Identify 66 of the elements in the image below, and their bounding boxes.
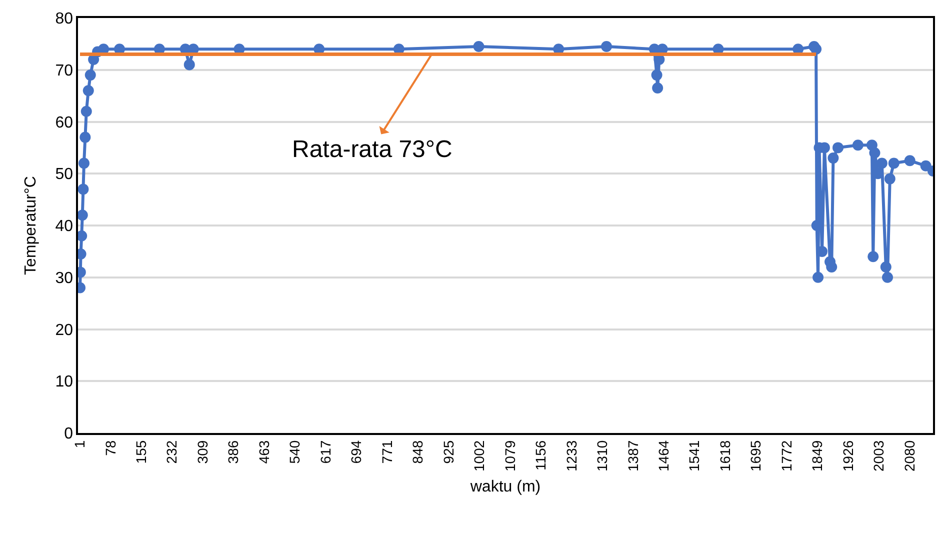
point (876, 158, 888, 169)
point (882, 272, 893, 283)
x-tick-label: 1079 (502, 440, 518, 472)
y-tick-label: 10 (55, 374, 74, 391)
x-tick-label: 1541 (686, 440, 702, 472)
point (600, 41, 612, 52)
y-tick-label: 30 (55, 270, 74, 287)
x-tick-label: 1618 (716, 440, 733, 472)
x-tick-label: 694 (348, 440, 364, 464)
x-tick-label: 771 (378, 440, 395, 464)
point (884, 173, 896, 184)
x-tick-label: 617 (317, 440, 334, 464)
x-tick-label: 1464 (656, 440, 672, 472)
x-axis-title: waktu (m) (469, 478, 541, 496)
point (904, 155, 916, 166)
x-tick-label: 1926 (840, 440, 856, 472)
x-tick-label: 540 (286, 440, 303, 464)
y-tick-label: 40 (55, 218, 74, 236)
annotation: Rata-rata 73°C (292, 136, 452, 163)
x-tick-label: 1387 (624, 440, 641, 472)
y-tick-label: 0 (64, 426, 74, 443)
x-tick-label: 1233 (563, 440, 580, 472)
x-tick-label: 155 (133, 440, 150, 464)
x-tick-label: 78 (102, 440, 118, 456)
point (651, 70, 662, 81)
x-tick-label: 1 (72, 440, 88, 448)
point (852, 140, 864, 151)
point (652, 82, 664, 94)
y-tick-label: 70 (55, 62, 74, 80)
point (810, 44, 822, 55)
x-tick-label: 386 (225, 440, 242, 464)
point (78, 184, 89, 195)
point (869, 147, 880, 158)
x-tick-label: 925 (440, 440, 456, 464)
point (473, 41, 484, 52)
y-tick-label: 60 (55, 114, 74, 132)
point (184, 59, 195, 70)
x-tick-label: 1156 (532, 440, 549, 470)
x-tick-label: 1310 (594, 440, 610, 472)
y-tick-label: 80 (55, 10, 74, 28)
point (80, 132, 91, 143)
y-tick-label: 50 (55, 166, 74, 184)
point (80, 106, 92, 117)
x-tick-label: 1695 (748, 440, 764, 472)
point (826, 262, 838, 272)
x-tick-label: 1772 (778, 440, 794, 472)
x-tick-label: 848 (410, 440, 426, 464)
x-tick-label: 2003 (870, 440, 887, 472)
point (832, 142, 844, 154)
x-tick-label: 2080 (901, 440, 918, 472)
point (812, 272, 824, 283)
point (868, 251, 879, 262)
point (82, 85, 94, 96)
x-tick-label: 1002 (471, 440, 488, 472)
point (828, 152, 839, 164)
point (888, 158, 900, 169)
point (78, 210, 88, 221)
x-tick-label: 232 (164, 440, 180, 464)
x-tick-label: 1849 (809, 440, 826, 472)
point (78, 158, 90, 169)
x-tick-label: 463 (256, 440, 272, 464)
y-axis-title: Temperatur°C (22, 176, 40, 275)
y-tick-label: 20 (55, 322, 74, 339)
x-tick-label: 309 (194, 440, 210, 464)
point (880, 262, 892, 272)
point (84, 70, 96, 81)
